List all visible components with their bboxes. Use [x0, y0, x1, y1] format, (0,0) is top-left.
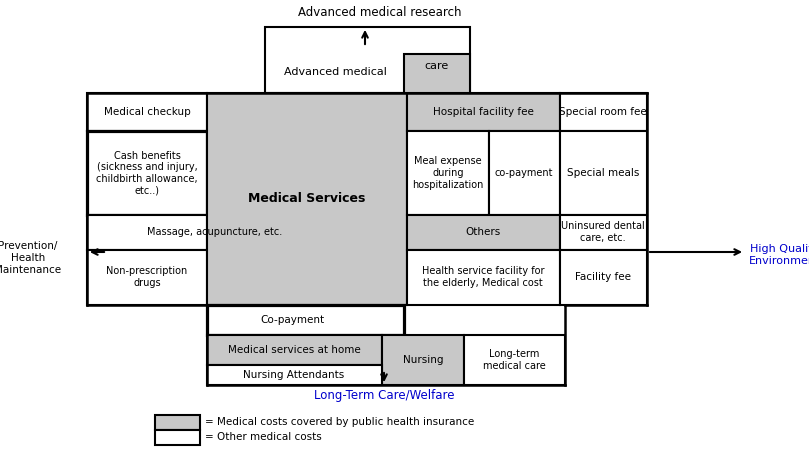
Bar — [207, 93, 407, 305]
Text: Medical checkup: Medical checkup — [104, 107, 190, 117]
Text: co-payment: co-payment — [495, 168, 553, 178]
Text: Special meals: Special meals — [567, 168, 639, 178]
Bar — [464, 335, 565, 385]
Text: Long-Term Care/Welfare: Long-Term Care/Welfare — [314, 390, 454, 403]
Text: Medical services at home: Medical services at home — [227, 345, 360, 355]
Text: Non-prescription
drugs: Non-prescription drugs — [106, 266, 188, 288]
Bar — [207, 335, 382, 365]
Bar — [382, 335, 464, 385]
Bar — [407, 131, 489, 215]
Bar — [265, 27, 470, 93]
Text: Advanced medical: Advanced medical — [284, 67, 387, 77]
Text: Special room fee: Special room fee — [559, 107, 647, 117]
Text: Health service facility for
the elderly, Medical cost: Health service facility for the elderly,… — [421, 266, 544, 288]
Bar — [207, 365, 382, 385]
Text: Co-payment: Co-payment — [260, 315, 324, 325]
Text: Hospital facility fee: Hospital facility fee — [433, 107, 533, 117]
Text: High Quality
Environment: High Quality Environment — [749, 244, 809, 266]
Text: Long-term
medical care: Long-term medical care — [483, 349, 545, 371]
Bar — [404, 54, 470, 93]
Bar — [560, 131, 647, 215]
Bar — [87, 93, 207, 131]
Text: Meal expense
during
hospitalization: Meal expense during hospitalization — [413, 157, 484, 190]
Bar — [489, 131, 560, 215]
Text: Medical Services: Medical Services — [248, 192, 366, 206]
Text: = Other medical costs: = Other medical costs — [205, 432, 322, 442]
Bar — [87, 131, 207, 215]
Bar — [407, 250, 560, 305]
Text: Facility fee: Facility fee — [575, 272, 631, 282]
Text: care: care — [425, 61, 449, 71]
Text: Uninsured dental
care, etc.: Uninsured dental care, etc. — [561, 221, 645, 243]
Bar — [155, 415, 200, 430]
Text: Cash benefits
(sickness and injury,
childbirth allowance,
etc..): Cash benefits (sickness and injury, chil… — [96, 151, 198, 196]
Text: Massage, acupuncture, etc.: Massage, acupuncture, etc. — [147, 227, 282, 237]
Bar — [560, 215, 647, 250]
Bar — [207, 305, 404, 335]
Text: Nursing Attendants: Nursing Attendants — [244, 370, 345, 380]
Text: Prevention/
Health
Maintenance: Prevention/ Health Maintenance — [0, 241, 61, 274]
Bar — [407, 93, 560, 131]
Bar — [560, 250, 647, 305]
Text: Others: Others — [465, 227, 501, 237]
Bar — [155, 430, 200, 445]
Bar — [560, 93, 647, 131]
Bar — [87, 215, 207, 250]
Text: Advanced medical research: Advanced medical research — [299, 6, 462, 18]
Bar — [407, 215, 560, 250]
Bar — [87, 250, 207, 305]
Text: Nursing: Nursing — [403, 355, 443, 365]
Text: = Medical costs covered by public health insurance: = Medical costs covered by public health… — [205, 417, 474, 427]
